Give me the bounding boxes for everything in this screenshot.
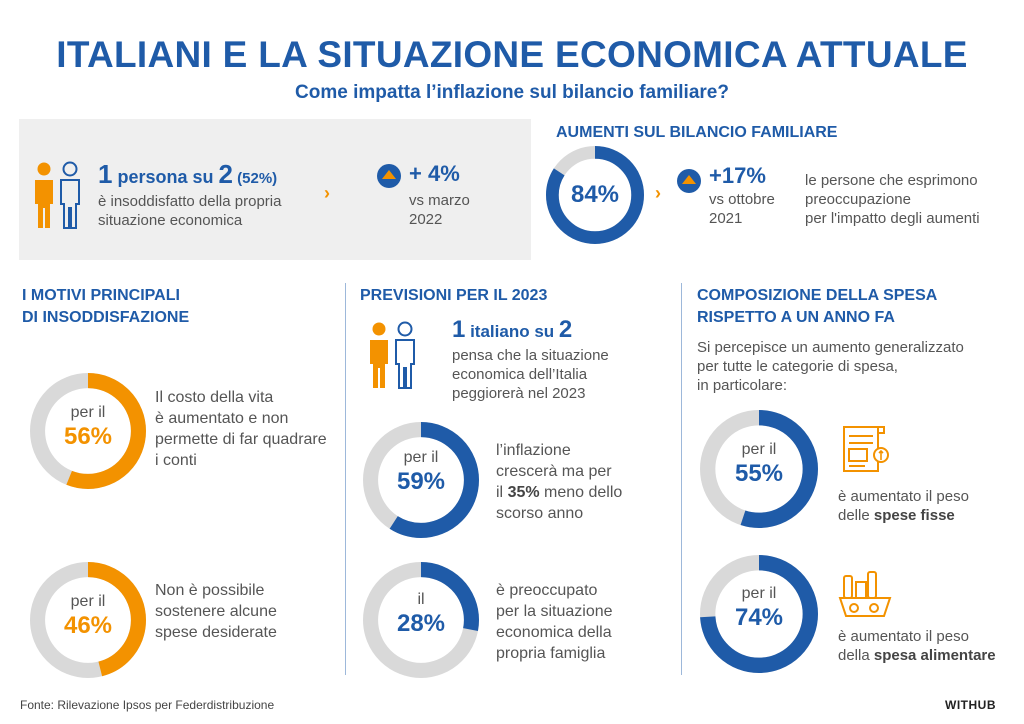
people-icon [370, 321, 415, 389]
donut-value-arc [699, 409, 819, 529]
grocery-basket-icon [838, 571, 892, 617]
donut-value-arc [699, 554, 819, 674]
previsioni-donut-2 [363, 562, 479, 678]
composizione-item-2-text: è aumentato il peso della spesa alimenta… [838, 628, 996, 664]
previsioni-stat: 1 italiano su 2 [452, 316, 573, 343]
aumenti-title: AUMENTI SUL BILANCIO FAMILIARE [556, 124, 838, 141]
composizione-donut-2 [699, 554, 819, 674]
previsioni-title: PREVISIONI PER IL 2023 [360, 287, 548, 304]
satisfaction-change-ref: vs marzo 2022 [409, 192, 470, 228]
chevron-right-icon: › [655, 183, 661, 203]
page-subtitle: Come impatta l’inflazione sul bilancio f… [295, 82, 729, 103]
donut-value-arc [363, 422, 479, 538]
motivi-item-2-text: Non è possibile sostenere alcune spese d… [155, 582, 277, 641]
donut-value-arc [30, 562, 146, 678]
motivi-donut-1 [30, 373, 146, 489]
motivi-item-1-text: Il costo della vita è aumentato e non pe… [155, 389, 327, 469]
motivi-title: I MOTIVI PRINCIPALI DI INSODDISFAZIONE [22, 287, 190, 326]
people-icon [35, 161, 80, 229]
aumenti-desc: le persone che esprimono preoccupazione … [805, 172, 980, 227]
aumenti-donut-label: 84% [570, 181, 620, 208]
motivi-donut-1-label: per il 56% [63, 404, 113, 450]
page-title: ITALIANI E LA SITUAZIONE ECONOMICA ATTUA… [56, 34, 968, 75]
composizione-item-1-text: è aumentato il peso delle spese fisse [838, 488, 969, 524]
satisfaction-stat: 1 persona su 2 (52%) [98, 159, 278, 189]
motivi-donut-2-label: per il 46% [63, 593, 113, 639]
composizione-title: COMPOSIZIONE DELLA SPESA RISPETTO A UN A… [697, 287, 938, 326]
summary-box [19, 119, 531, 260]
composizione-donut-1 [699, 409, 819, 529]
aumenti-change: +17% [709, 163, 766, 188]
aumenti-donut [545, 145, 645, 245]
source-note: Fonte: Rilevazione Ipsos per Federdistri… [20, 698, 275, 712]
composizione-donut-2-label: per il 74% [734, 585, 784, 631]
previsioni-item-2-text: è preoccupato per la situazione economic… [496, 582, 613, 662]
donut-value-arc [545, 145, 645, 245]
previsioni-item-1-text: l’inflazione crescerà ma per il 35% meno… [496, 442, 623, 522]
donut-value-arc [30, 373, 146, 489]
composizione-intro: Si percepisce un aumento generalizzato p… [697, 339, 964, 394]
previsioni-donut-1 [363, 422, 479, 538]
previsioni-donut-1-label: per il 59% [396, 449, 446, 495]
aumenti-change-ref: vs ottobre 2021 [709, 191, 775, 227]
motivi-donut-2 [30, 562, 146, 678]
increase-badge-icon [377, 164, 401, 188]
satisfaction-desc: è insoddisfatto della propria situazione… [98, 193, 282, 229]
column-divider [345, 283, 346, 675]
previsioni-desc: pensa che la situazione economica dell’I… [452, 347, 609, 402]
satisfaction-change: + 4% [409, 161, 460, 186]
chevron-right-icon: › [324, 183, 330, 203]
brand-logo: WITHUB [945, 698, 996, 712]
previsioni-donut-2-label: il 28% [396, 591, 446, 637]
column-divider [681, 283, 682, 675]
donut-value-arc [363, 562, 479, 678]
bill-icon [843, 426, 889, 472]
increase-badge-icon [677, 169, 701, 193]
composizione-donut-1-label: per il 55% [734, 441, 784, 487]
